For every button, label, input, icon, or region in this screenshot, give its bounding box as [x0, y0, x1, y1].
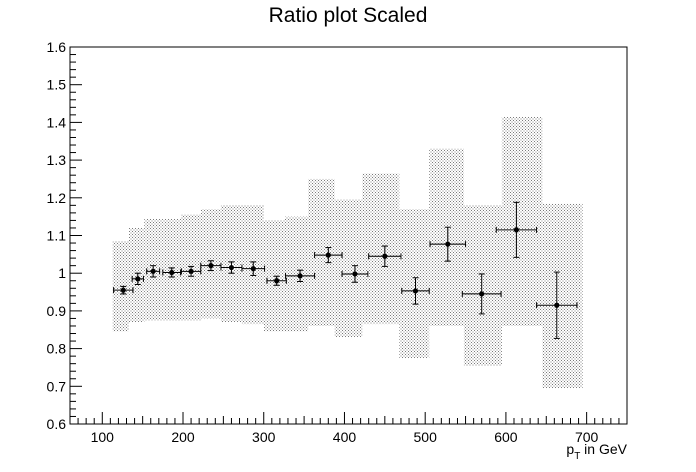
band-bin-17	[501, 116, 543, 326]
point-marker	[274, 278, 280, 284]
point-marker	[150, 268, 156, 274]
data-point-7	[220, 261, 243, 274]
data-point-5	[180, 265, 202, 277]
band-bin-18	[542, 203, 583, 389]
x-tick-label: 700	[575, 429, 599, 445]
point-marker	[120, 287, 126, 293]
band-bin-2	[128, 227, 145, 323]
point-marker	[297, 273, 303, 279]
point-marker	[325, 252, 331, 258]
data-point-8	[241, 261, 266, 276]
point-marker	[445, 241, 451, 247]
x-axis-label: pT in GeV	[566, 441, 627, 462]
band-bin-14	[399, 209, 430, 359]
y-tick-label: 1.5	[47, 77, 67, 93]
data-point-11	[314, 247, 343, 264]
x-tick-label: 200	[171, 429, 195, 445]
point-marker	[208, 263, 214, 269]
data-point-17	[495, 201, 538, 258]
band-bin-13	[362, 173, 400, 325]
y-tick-label: 0.8	[47, 341, 67, 357]
x-axis-label-main: p	[566, 441, 574, 457]
y-tick-label: 0.6	[47, 416, 67, 432]
data-point-2	[131, 272, 144, 286]
x-tick-label: 100	[91, 429, 115, 445]
data-point-15	[429, 226, 467, 262]
point-marker	[188, 268, 194, 274]
uncertainty-band	[112, 116, 583, 389]
axes: 0.6 0.7 0.8 0.9 1 1.1 1.2 1.3 1.4 1.5 1.6 100 200 300…	[47, 39, 628, 445]
point-marker	[513, 227, 520, 233]
point-marker	[412, 288, 419, 294]
point-marker	[135, 276, 141, 282]
data-point-3	[146, 265, 161, 278]
chart-title: Ratio plot Scaled	[268, 4, 428, 27]
point-marker	[250, 266, 256, 272]
point-marker	[382, 253, 388, 259]
data-point-13	[368, 245, 402, 267]
point-marker	[352, 271, 358, 277]
y-tick-label: 1.2	[47, 190, 67, 206]
point-marker	[554, 302, 560, 308]
y-tick-label: 0.7	[47, 378, 67, 394]
x-tick-label: 300	[252, 429, 276, 445]
y-tick-label: 1.1	[47, 228, 67, 244]
data-point-1	[113, 285, 134, 295]
point-marker	[169, 269, 175, 276]
data-point-14	[401, 277, 430, 305]
x-tick-label: 600	[494, 429, 518, 445]
point-marker	[228, 264, 235, 271]
data-point-12	[341, 265, 369, 283]
band-bin-12	[334, 199, 363, 338]
x-tick-label: 500	[414, 429, 438, 445]
band-bin-11	[308, 178, 335, 326]
data-points	[113, 201, 578, 339]
data-point-10	[285, 269, 316, 282]
data-point-16	[461, 273, 502, 315]
data-point-4	[162, 267, 182, 278]
data-point-18	[536, 271, 578, 339]
band-bin-10	[284, 216, 309, 332]
y-tick-label: 1.3	[47, 152, 67, 168]
x-axis-label-sub: T	[574, 451, 580, 462]
x-axis-label-rest: in GeV	[580, 441, 627, 457]
data-point-9	[266, 275, 287, 286]
band-bin-16	[463, 205, 502, 366]
y-tick-label: 1.6	[47, 39, 67, 55]
point-marker	[479, 291, 485, 297]
x-tick-label: 400	[333, 429, 357, 445]
y-tick-label: 1	[58, 265, 66, 281]
data-point-6	[200, 260, 222, 272]
y-tick-label: 1.4	[47, 114, 67, 130]
y-tick-label: 0.9	[47, 303, 67, 319]
band-bin-15	[429, 148, 464, 326]
